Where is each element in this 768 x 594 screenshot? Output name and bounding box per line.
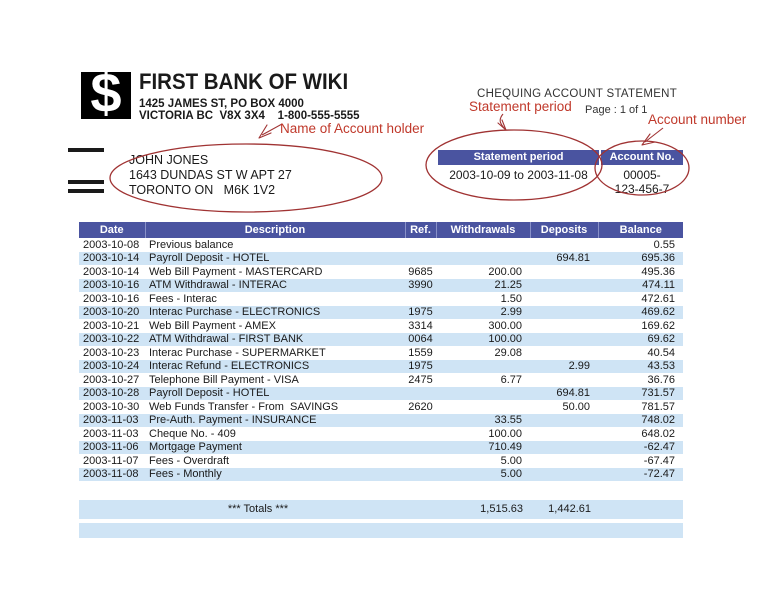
svg-text:$: $ <box>90 72 121 119</box>
